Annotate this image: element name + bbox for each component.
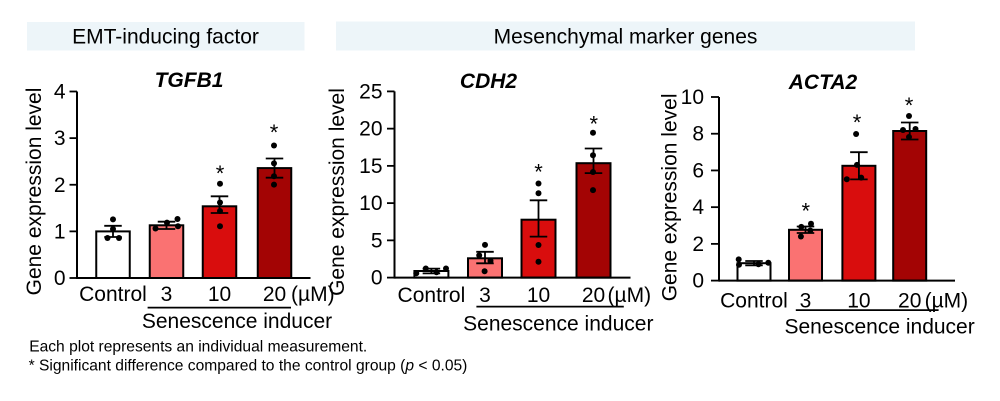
svg-text:3: 3	[479, 284, 491, 307]
svg-text:*: *	[802, 199, 811, 224]
svg-text:Senescence inducer: Senescence inducer	[463, 312, 653, 335]
svg-text:Gene expression level: Gene expression level	[23, 88, 46, 296]
svg-text:CDH2: CDH2	[460, 70, 517, 93]
svg-text:1: 1	[54, 220, 66, 243]
svg-text:* Significant difference compa: * Significant difference compared to the…	[29, 358, 468, 375]
svg-text:Senescence inducer: Senescence inducer	[142, 310, 332, 333]
svg-text:20: 20	[263, 283, 286, 306]
svg-text:Gene expression level: Gene expression level	[658, 94, 681, 302]
svg-text:2: 2	[692, 233, 704, 256]
svg-text:*: *	[590, 111, 599, 136]
svg-text:(µM): (µM)	[925, 290, 969, 313]
svg-text:*: *	[270, 120, 279, 145]
svg-text:*: *	[905, 93, 914, 118]
svg-text:*: *	[853, 110, 862, 135]
svg-text:Gene expression level: Gene expression level	[326, 88, 349, 296]
svg-text:3: 3	[161, 283, 173, 306]
svg-text:4: 4	[692, 196, 704, 219]
svg-text:8: 8	[692, 123, 704, 146]
svg-text:10: 10	[527, 284, 550, 307]
svg-text:20: 20	[359, 118, 382, 141]
svg-text:10: 10	[847, 290, 870, 313]
svg-text:*: *	[216, 161, 225, 186]
svg-text:25: 25	[359, 80, 382, 103]
svg-text:(µM): (µM)	[608, 284, 652, 307]
svg-text:5: 5	[371, 229, 383, 252]
svg-text:EMT-inducing factor: EMT-inducing factor	[72, 25, 259, 48]
svg-text:10: 10	[208, 283, 231, 306]
svg-text:0: 0	[371, 267, 383, 290]
svg-text:3: 3	[54, 127, 66, 150]
svg-text:*: *	[534, 159, 543, 184]
svg-text:Control: Control	[720, 290, 788, 313]
svg-text:ACTA2: ACTA2	[788, 71, 858, 94]
svg-text:Control: Control	[398, 284, 466, 307]
svg-text:Each plot represents an indivi: Each plot represents an individual measu…	[29, 338, 367, 355]
svg-text:4: 4	[54, 81, 66, 104]
svg-text:20: 20	[582, 284, 605, 307]
svg-text:0: 0	[692, 270, 704, 293]
svg-text:Mesenchymal marker genes: Mesenchymal marker genes	[494, 25, 758, 48]
svg-text:2: 2	[54, 174, 66, 197]
svg-text:6: 6	[692, 159, 704, 182]
svg-text:Control: Control	[79, 283, 147, 306]
svg-text:(µM): (µM)	[291, 283, 335, 306]
svg-text:3: 3	[800, 290, 812, 313]
svg-text:10: 10	[359, 192, 382, 215]
svg-text:TGFB1: TGFB1	[155, 69, 224, 92]
svg-text:15: 15	[359, 155, 382, 178]
svg-text:Senescence inducer: Senescence inducer	[784, 316, 974, 339]
svg-text:0: 0	[54, 267, 66, 290]
svg-text:10: 10	[681, 86, 704, 109]
svg-text:20: 20	[898, 290, 921, 313]
